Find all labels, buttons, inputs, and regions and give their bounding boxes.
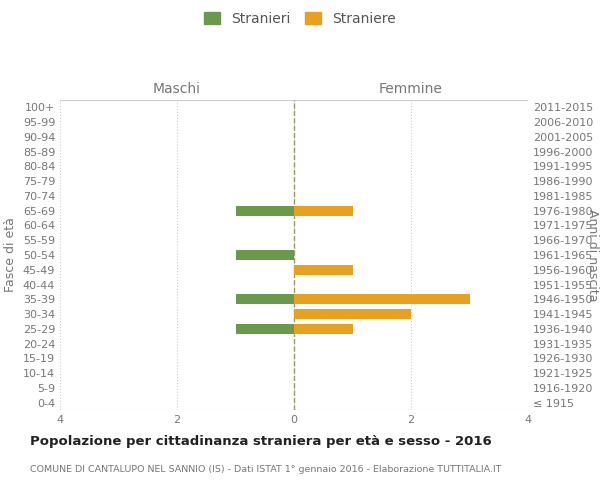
Bar [294, 294, 470, 304]
Bar [235, 294, 294, 304]
Bar [294, 309, 411, 319]
Bar [294, 324, 353, 334]
Text: Maschi: Maschi [153, 82, 201, 96]
Text: COMUNE DI CANTALUPO NEL SANNIO (IS) - Dati ISTAT 1° gennaio 2016 - Elaborazione : COMUNE DI CANTALUPO NEL SANNIO (IS) - Da… [30, 465, 502, 474]
Bar [294, 206, 353, 216]
Legend: Stranieri, Straniere: Stranieri, Straniere [204, 12, 396, 26]
Y-axis label: Fasce di età: Fasce di età [4, 218, 17, 292]
Bar [235, 324, 294, 334]
Bar [294, 264, 353, 275]
Text: Femmine: Femmine [379, 82, 443, 96]
Bar [235, 250, 294, 260]
Bar [235, 206, 294, 216]
Text: Popolazione per cittadinanza straniera per età e sesso - 2016: Popolazione per cittadinanza straniera p… [30, 435, 492, 448]
Y-axis label: Anni di nascita: Anni di nascita [586, 209, 599, 301]
